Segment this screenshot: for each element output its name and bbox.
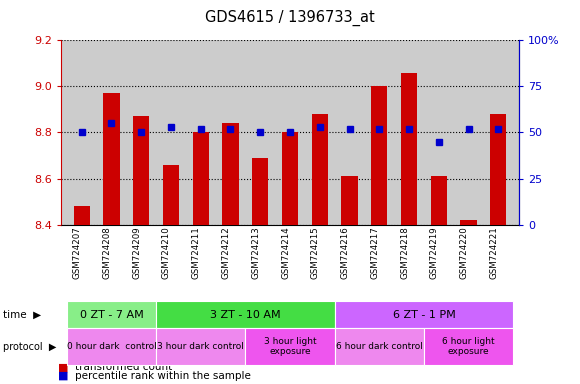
Text: 6 ZT - 1 PM: 6 ZT - 1 PM — [393, 310, 455, 320]
Text: GSM724213: GSM724213 — [251, 227, 260, 279]
Bar — [163, 165, 179, 225]
Text: GSM724215: GSM724215 — [311, 227, 320, 279]
Text: 3 ZT - 10 AM: 3 ZT - 10 AM — [210, 310, 281, 320]
Text: 3 hour dark control: 3 hour dark control — [157, 342, 244, 351]
Bar — [282, 132, 298, 225]
Bar — [311, 114, 328, 225]
Text: GSM724220: GSM724220 — [459, 227, 469, 279]
Bar — [461, 220, 477, 225]
Text: ■: ■ — [58, 362, 68, 372]
Text: GSM724221: GSM724221 — [490, 227, 498, 279]
Bar — [401, 73, 417, 225]
Text: 0 hour dark  control: 0 hour dark control — [67, 342, 157, 351]
Text: 0 ZT - 7 AM: 0 ZT - 7 AM — [79, 310, 143, 320]
Text: GSM724209: GSM724209 — [132, 227, 142, 279]
Bar — [222, 123, 239, 225]
Bar — [341, 176, 358, 225]
Text: GSM724212: GSM724212 — [222, 227, 230, 279]
Bar — [193, 132, 209, 225]
Text: ■: ■ — [58, 371, 68, 381]
Bar — [103, 93, 119, 225]
Text: 6 hour light
exposure: 6 hour light exposure — [442, 337, 495, 356]
Text: GSM724218: GSM724218 — [400, 227, 409, 279]
Text: GSM724210: GSM724210 — [162, 227, 171, 279]
Text: GSM724219: GSM724219 — [430, 227, 438, 279]
Bar — [430, 176, 447, 225]
Text: GSM724216: GSM724216 — [340, 227, 350, 279]
Bar — [133, 116, 150, 225]
Text: transformed count: transformed count — [75, 362, 173, 372]
Text: GSM724211: GSM724211 — [192, 227, 201, 279]
Bar — [252, 158, 269, 225]
Bar — [74, 206, 90, 225]
Text: time  ▶: time ▶ — [3, 310, 41, 320]
Text: percentile rank within the sample: percentile rank within the sample — [75, 371, 251, 381]
Bar — [371, 86, 387, 225]
Text: GSM724208: GSM724208 — [103, 227, 111, 279]
Text: GSM724217: GSM724217 — [370, 227, 379, 279]
Text: protocol  ▶: protocol ▶ — [3, 341, 56, 352]
Text: 6 hour dark control: 6 hour dark control — [336, 342, 423, 351]
Text: GSM724214: GSM724214 — [281, 227, 290, 279]
Text: 3 hour light
exposure: 3 hour light exposure — [264, 337, 316, 356]
Text: GDS4615 / 1396733_at: GDS4615 / 1396733_at — [205, 10, 375, 26]
Bar — [490, 114, 506, 225]
Text: GSM724207: GSM724207 — [72, 227, 82, 279]
